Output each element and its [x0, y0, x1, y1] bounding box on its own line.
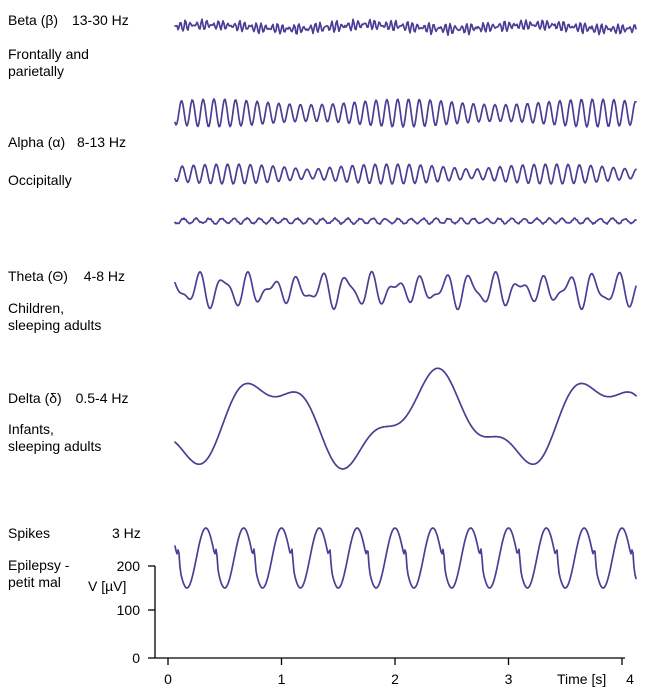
label-spikes-freq: 3 Hz	[112, 525, 141, 541]
label-beta-location: Frontally and parietally	[8, 46, 89, 79]
label-alpha-location: Occipitally	[8, 172, 72, 188]
label-beta-freq: 13-30 Hz	[71, 12, 129, 28]
label-delta-name: Delta (δ)	[8, 390, 62, 406]
x-tick-label: 0	[164, 671, 172, 687]
x-tick-label: 1	[278, 671, 286, 687]
y-tick-label: 200	[117, 558, 141, 574]
label-delta: Delta (δ) 0.5-4 Hz	[8, 390, 129, 407]
label-alpha: Alpha (α) 8-13 Hz	[8, 134, 126, 151]
alpha-trace-2	[174, 163, 637, 185]
x-tick-label: 4	[626, 671, 634, 687]
label-spikes: Spikes 3 Hz	[8, 525, 141, 542]
y-axis-label: V [µV]	[88, 578, 127, 594]
label-alpha-name: Alpha (α)	[8, 134, 66, 150]
label-delta-location: Infants, sleeping adults	[8, 421, 102, 454]
label-theta-name: Theta (Θ)	[8, 268, 68, 284]
theta-trace	[174, 270, 637, 311]
x-tick-label: 2	[391, 671, 399, 687]
x-tick-label: 3	[505, 671, 513, 687]
label-theta-location: Children, sleeping adults	[8, 300, 102, 333]
label-alpha-freq: 8-13 Hz	[77, 134, 127, 150]
alpha-trace-1	[174, 98, 637, 128]
label-theta-freq: 4-8 Hz	[83, 268, 126, 284]
spikes-trace	[174, 527, 637, 589]
label-beta-name: Beta (β)	[8, 12, 59, 28]
x-axis-label: Time [s]	[557, 671, 607, 687]
label-spikes-name: Spikes	[8, 525, 51, 541]
label-beta: Beta (β) 13-30 Hz	[8, 12, 129, 29]
label-theta: Theta (Θ) 4-8 Hz	[8, 268, 125, 285]
alpha-trace-3	[174, 216, 637, 226]
y-tick-label: 0	[132, 650, 140, 666]
y-tick-label: 100	[117, 602, 141, 618]
label-spikes-location: Epilepsy - petit mal	[8, 557, 70, 590]
beta-trace	[174, 18, 637, 37]
delta-trace	[174, 367, 637, 470]
label-delta-freq: 0.5-4 Hz	[75, 390, 129, 406]
